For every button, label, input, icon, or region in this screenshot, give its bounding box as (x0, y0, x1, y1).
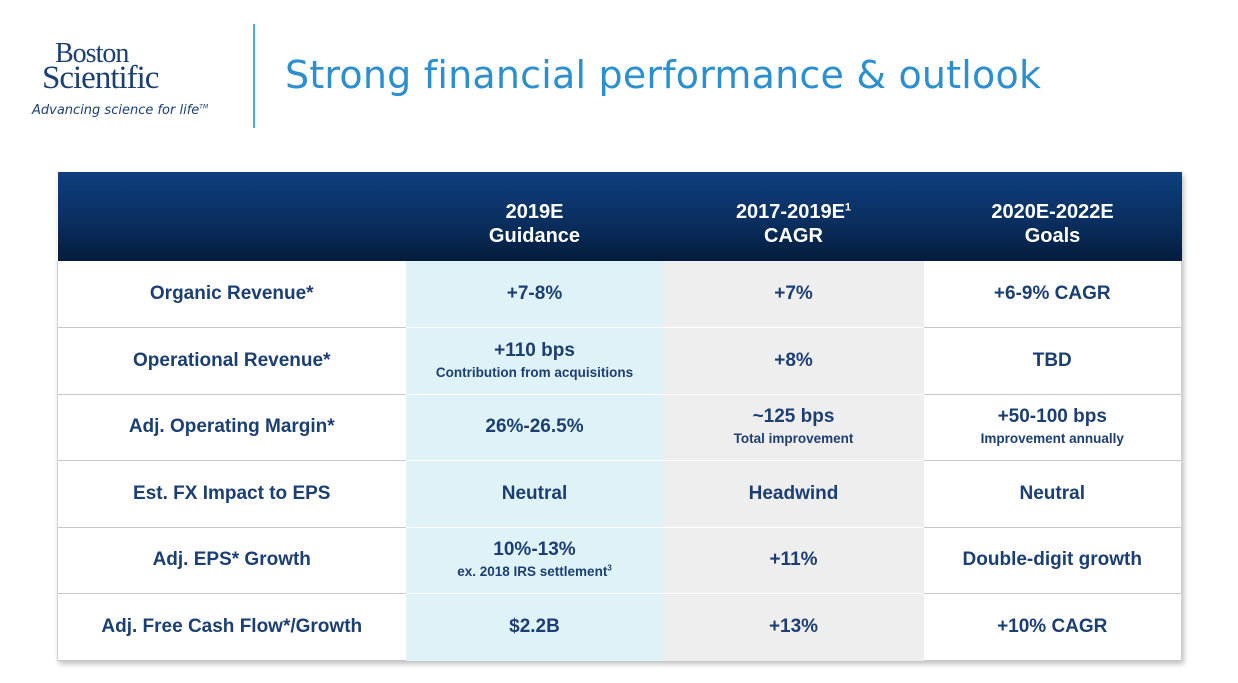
row-label: Adj. Free Cash Flow*/Growth (57, 593, 406, 661)
guidance-cell: Neutral (405, 460, 664, 527)
goals-cell: +6-9% CAGR (923, 261, 1182, 328)
cagr-cell: ~125 bps Total improvement (663, 393, 924, 461)
guidance-cell: +110 bps Contribution from acquisitions (405, 327, 664, 394)
table-row: Adj. Free Cash Flow*/Growth $2.2B +13% +… (57, 593, 1182, 661)
header-divider (253, 24, 255, 128)
table-row: Organic Revenue* +7-8% +7% +6-9% CAGR (57, 261, 1182, 328)
goals-cell: +50-100 bps Improvement annually (923, 393, 1182, 461)
goals-value: Double-digit growth (962, 549, 1142, 571)
cagr-cell: +7% (663, 261, 924, 328)
goals-cell: Neutral (923, 460, 1182, 527)
goals-value: +6-9% CAGR (993, 283, 1111, 304)
header-goals: 2020E-2022E Goals (923, 172, 1182, 261)
cagr-value: +13% (768, 615, 819, 637)
header-guidance-line2: Guidance (488, 224, 581, 247)
goals-value: TBD (1032, 349, 1072, 371)
row-label: Est. FX Impact to EPS (57, 460, 406, 527)
guidance-value: 26%-26.5% (485, 416, 584, 438)
cagr-value: Headwind (748, 482, 839, 504)
header-cagr: 2017-2019E1 CAGR (663, 172, 924, 261)
cagr-value: +7% (774, 283, 813, 304)
row-label: Adj. EPS* Growth (57, 526, 406, 594)
goals-cell: Double-digit growth (923, 526, 1182, 594)
guidance-note: Contribution from acquisitions (435, 364, 634, 380)
goals-value: Neutral (1019, 482, 1085, 504)
header-metric (57, 172, 406, 261)
goals-value: +10% CAGR (997, 615, 1108, 637)
row-label: Operational Revenue* (57, 327, 406, 394)
logo-word-scientific: Scientific (42, 60, 159, 96)
guidance-cell: $2.2B (405, 593, 664, 661)
guidance-note-footnote: 3 (607, 563, 612, 573)
header-cagr-line1: 2017-2019E1 (664, 200, 924, 224)
goals-cell: +10% CAGR (923, 593, 1182, 661)
guidance-cell: +7-8% (405, 261, 664, 328)
guidance-note-text: ex. 2018 IRS settlement (457, 564, 608, 580)
cagr-value: +11% (769, 549, 818, 571)
company-logo: Boston Scientific Advancing science for … (30, 40, 240, 130)
table-row: Adj. EPS* Growth 10%-13% ex. 2018 IRS se… (57, 526, 1182, 594)
page-title: Strong financial performance & outlook (285, 53, 1042, 97)
header-guidance: 2019E Guidance (405, 172, 664, 261)
row-label: Adj. Operating Margin* (57, 393, 406, 461)
guidance-cell: 26%-26.5% (405, 393, 664, 461)
goals-note: Improvement annually (980, 431, 1124, 447)
goals-value: +50-100 bps (997, 406, 1107, 428)
goals-cell: TBD (923, 327, 1182, 394)
cagr-cell: +8% (663, 327, 924, 394)
guidance-value: +110 bps (494, 339, 575, 361)
guidance-cell: 10%-13% ex. 2018 IRS settlement3 (405, 526, 664, 594)
guidance-note: ex. 2018 IRS settlement3 (406, 563, 664, 581)
guidance-value: Neutral (501, 482, 568, 504)
cagr-cell: Headwind (663, 460, 924, 527)
guidance-value: +7-8% (506, 283, 563, 304)
trademark-mark: TM (199, 103, 209, 111)
header-goals-line1: 2020E-2022E (991, 200, 1114, 223)
header-guidance-line1: 2019E (505, 200, 564, 223)
table-row: Adj. Operating Margin* 26%-26.5% ~125 bp… (57, 393, 1182, 461)
header-cagr-years: 2017-2019E (735, 200, 845, 223)
financial-summary-table: 2019E Guidance 2017-2019E1 CAGR 2020E-20… (57, 172, 1182, 661)
header-goals-line2: Goals (1024, 224, 1081, 247)
header-cagr-footnote: 1 (844, 200, 852, 213)
logo-tagline-text: Advancing science for life (32, 103, 200, 118)
cagr-value: ~125 bps (752, 406, 835, 428)
guidance-value: 10%-13% (493, 539, 576, 561)
cagr-value: +8% (774, 349, 813, 371)
row-label: Organic Revenue* (57, 261, 406, 328)
header-cagr-line2: CAGR (764, 224, 823, 247)
logo-word-boston: Boston (55, 38, 129, 69)
cagr-cell: +11% (663, 526, 924, 594)
cagr-cell: +13% (663, 593, 924, 661)
cagr-note: Total improvement (733, 431, 854, 447)
logo-tagline: Advancing science for lifeTM (32, 103, 208, 118)
table-row: Operational Revenue* +110 bps Contributi… (57, 327, 1182, 394)
table-header-row: 2019E Guidance 2017-2019E1 CAGR 2020E-20… (57, 172, 1182, 261)
table-row: Est. FX Impact to EPS Neutral Headwind N… (57, 460, 1182, 527)
guidance-value: $2.2B (509, 615, 560, 637)
